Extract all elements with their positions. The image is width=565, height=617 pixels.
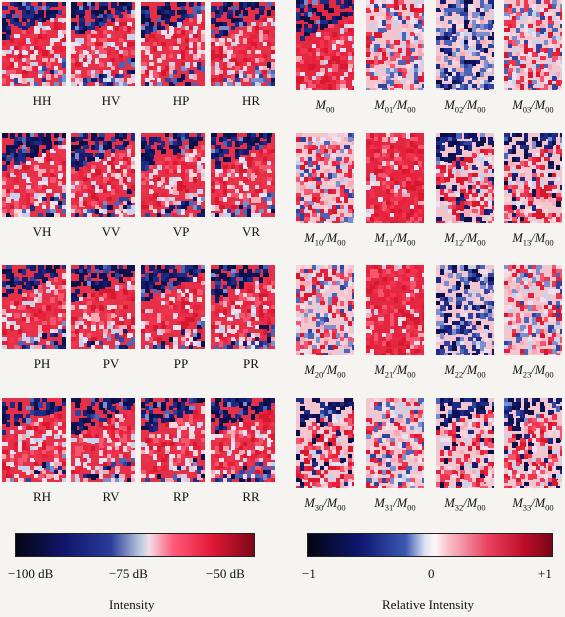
mueller-image-m23 <box>504 265 562 355</box>
intensity-image-vv <box>71 133 135 217</box>
mueller-image-label: M20/M00 <box>304 363 346 380</box>
intensity-image-label: HR <box>241 93 261 108</box>
intensity-caption: Intensity <box>109 597 155 612</box>
mueller-image-m02 <box>436 0 494 90</box>
relative-tick-min: −1 <box>302 566 316 581</box>
mueller-image-label: M01/M00 <box>374 98 416 115</box>
mueller-image-m12 <box>436 133 494 223</box>
intensity-image-rr <box>211 398 275 482</box>
intensity-image-pr <box>211 265 275 349</box>
mueller-image-m31 <box>366 398 424 488</box>
mueller-image-label: M11/M00 <box>374 231 416 248</box>
intensity-image-pp <box>141 265 205 349</box>
mueller-image-label: M23/M00 <box>512 363 554 380</box>
mueller-image-m21 <box>366 265 424 355</box>
intensity-image-rp <box>141 398 205 482</box>
mueller-image-label: M22/M00 <box>444 363 486 380</box>
mueller-image-m32 <box>436 398 494 488</box>
mueller-image-label: M30/M00 <box>304 496 346 513</box>
intensity-image-hv <box>71 2 135 86</box>
mueller-image-label: M21/M00 <box>374 363 416 380</box>
intensity-image-pv <box>71 265 135 349</box>
intensity-image-label: HP <box>172 93 190 108</box>
intensity-image-vp <box>141 133 205 217</box>
mueller-image-label: M03/M00 <box>512 98 554 115</box>
mueller-image-label: M00 <box>315 98 335 115</box>
intensity-image-label: PV <box>102 356 120 371</box>
intensity-image-label: RH <box>32 489 52 504</box>
mueller-image-m22 <box>436 265 494 355</box>
mueller-image-label: M02/M00 <box>444 98 486 115</box>
intensity-image-label: VV <box>101 224 121 239</box>
intensity-image-label: HH <box>32 93 52 108</box>
mueller-image-m00 <box>296 0 354 90</box>
mueller-image-m10 <box>296 133 354 223</box>
intensity-image-label: PP <box>173 356 189 371</box>
mueller-image-label: M32/M00 <box>444 496 486 513</box>
mueller-image-label: M10/M00 <box>304 231 346 248</box>
intensity-colorbar <box>15 533 255 557</box>
mueller-image-m11 <box>366 133 424 223</box>
relative-intensity-caption: Relative Intensity <box>382 597 475 612</box>
intensity-image-hh <box>2 2 66 86</box>
intensity-image-label: VP <box>172 224 190 239</box>
relative-tick-max: +1 <box>538 566 552 581</box>
intensity-image-label: RV <box>102 489 120 504</box>
mueller-image-m01 <box>366 0 424 90</box>
mueller-image-m33 <box>504 398 562 488</box>
intensity-image-rv <box>71 398 135 482</box>
mueller-image-m30 <box>296 398 354 488</box>
mueller-image-label: M12/M00 <box>444 231 486 248</box>
intensity-image-hp <box>141 2 205 86</box>
intensity-image-label: VR <box>241 224 261 239</box>
intensity-image-label: PH <box>33 356 51 371</box>
intensity-image-vr <box>211 133 275 217</box>
intensity-tick-min: −100 dB <box>8 566 54 581</box>
mueller-image-m13 <box>504 133 562 223</box>
intensity-image-rh <box>2 398 66 482</box>
intensity-image-label: HV <box>101 93 121 108</box>
relative-intensity-colorbar <box>307 533 553 557</box>
intensity-image-hr <box>211 2 275 86</box>
intensity-tick-mid: −75 dB <box>109 566 148 581</box>
mueller-image-m03 <box>504 0 562 90</box>
intensity-image-label: RR <box>242 489 260 504</box>
relative-tick-zero: 0 <box>428 566 435 581</box>
intensity-image-label: PR <box>243 356 259 371</box>
intensity-image-vh <box>2 133 66 217</box>
mueller-image-label: M31/M00 <box>374 496 416 513</box>
intensity-image-ph <box>2 265 66 349</box>
mueller-image-label: M33/M00 <box>512 496 554 513</box>
intensity-image-label: RP <box>173 489 189 504</box>
intensity-image-label: VH <box>32 224 52 239</box>
mueller-image-label: M13/M00 <box>512 231 554 248</box>
mueller-image-m20 <box>296 265 354 355</box>
intensity-tick-max: −50 dB <box>206 566 245 581</box>
